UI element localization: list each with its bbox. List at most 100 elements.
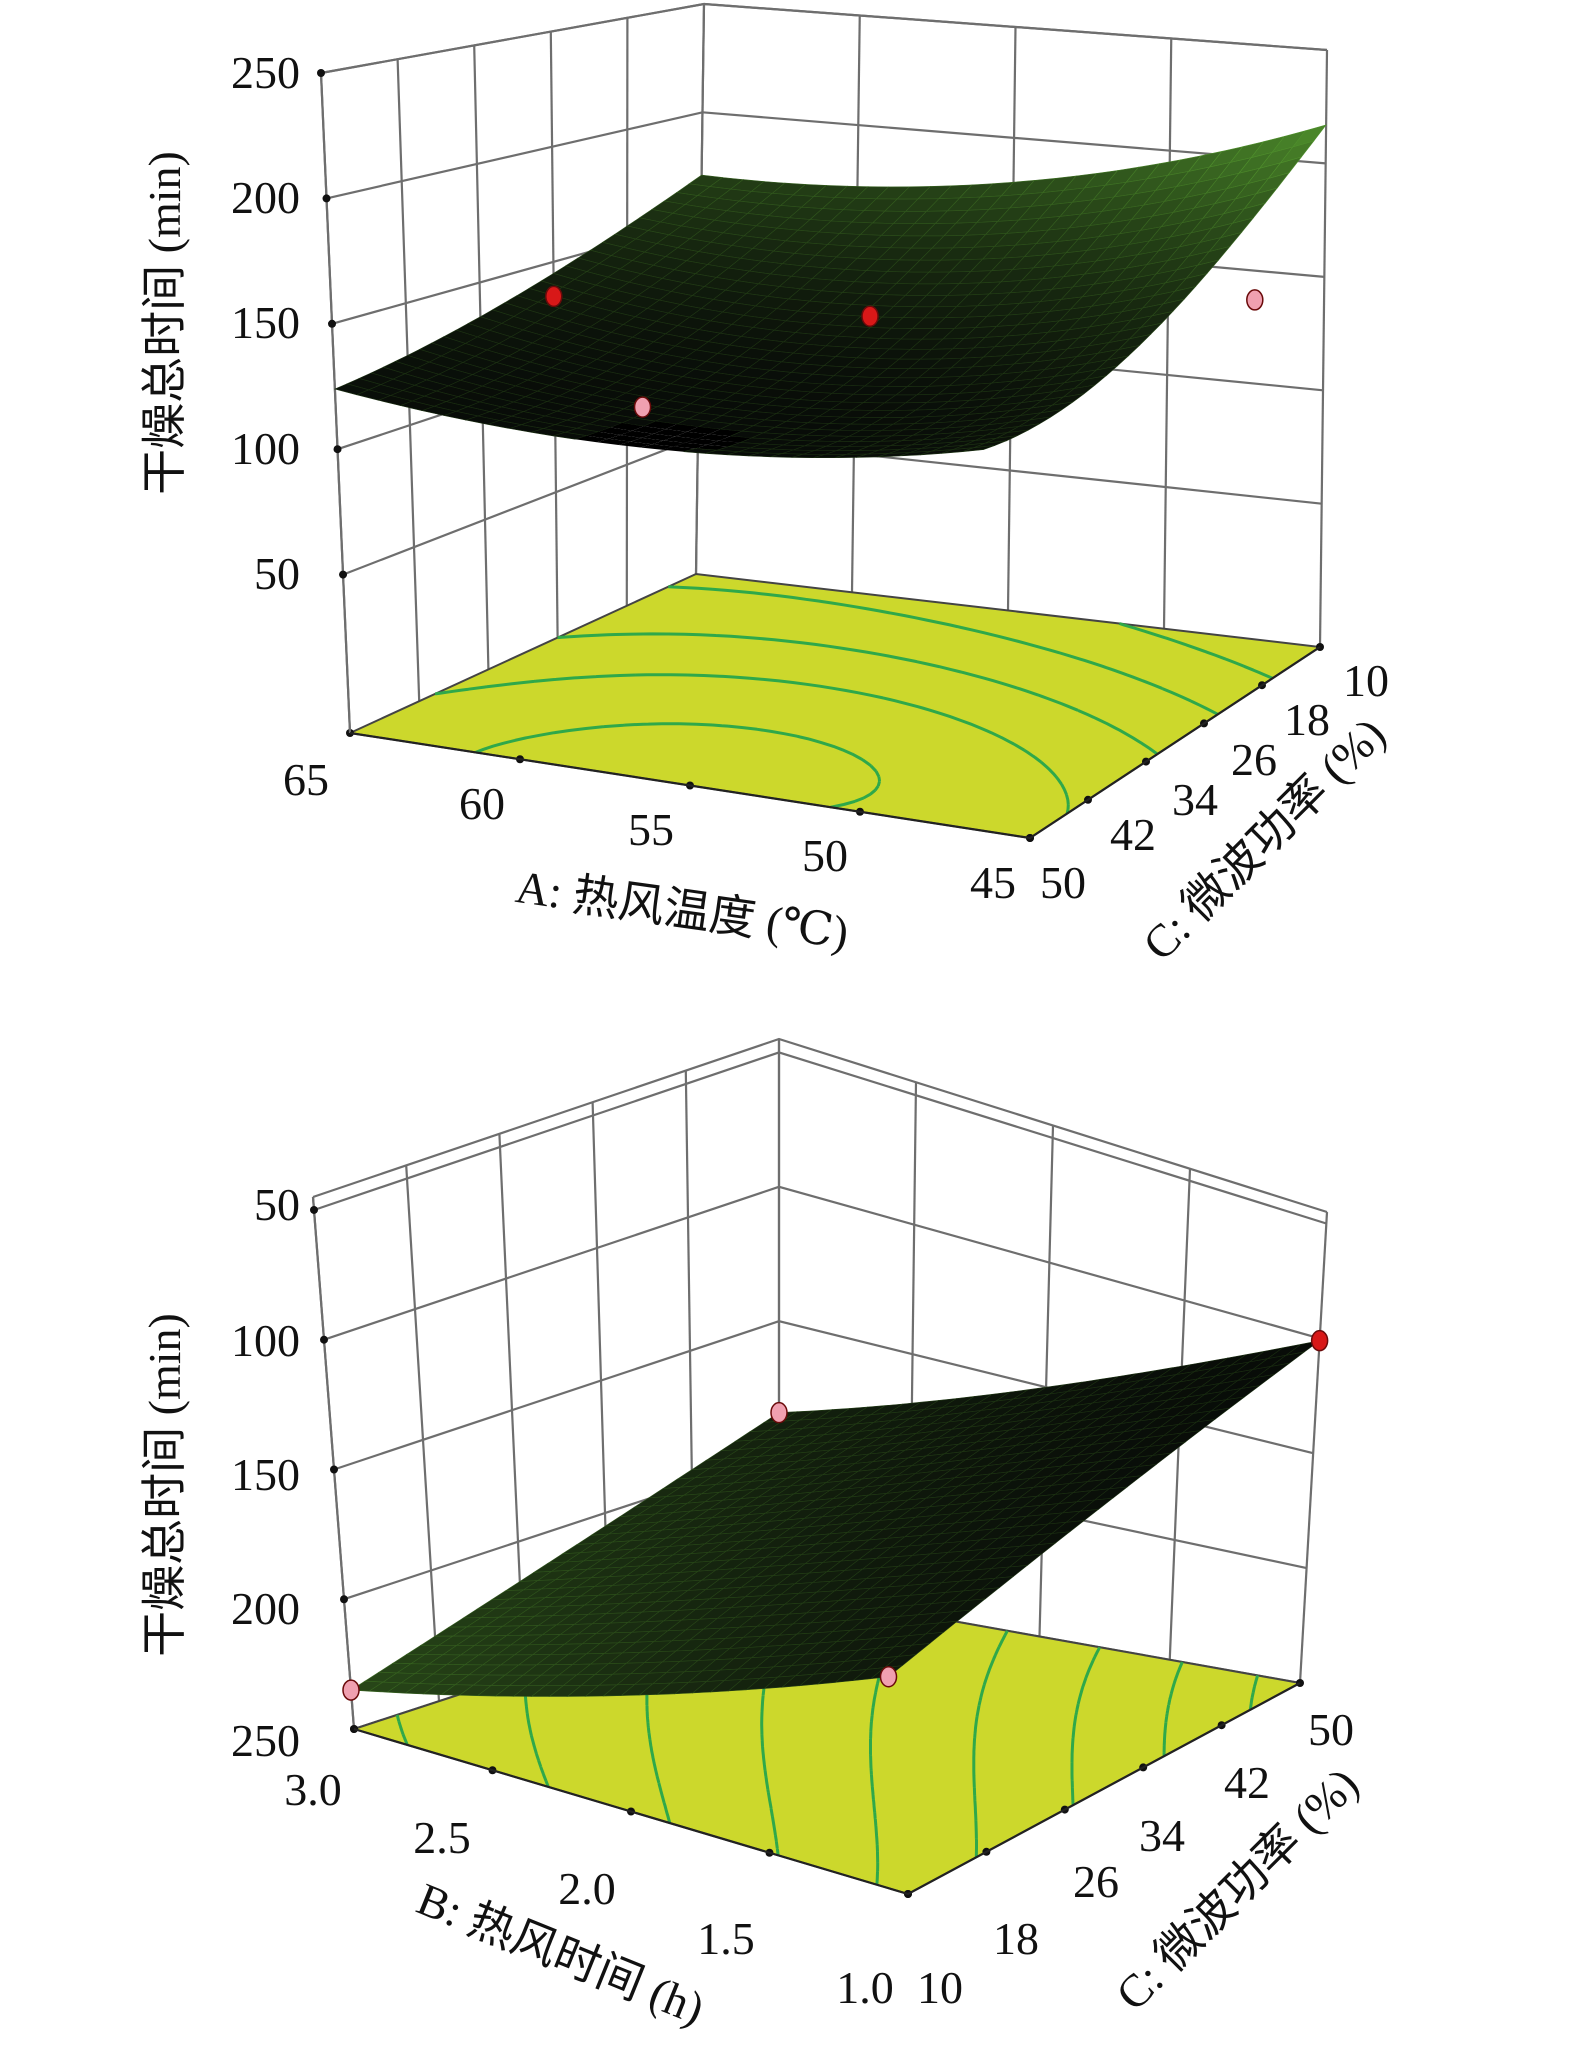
response-surface bbox=[350, 1340, 1320, 1697]
surface-cell bbox=[652, 440, 686, 447]
x-tick-label: 2.5 bbox=[413, 1812, 471, 1863]
surface-cell bbox=[610, 422, 644, 431]
contour-line bbox=[1118, 622, 1274, 680]
x-axis-title: A: 热风温度 (℃) bbox=[513, 861, 852, 958]
z-gridline bbox=[323, 1185, 1321, 1341]
response-surface bbox=[333, 124, 1327, 459]
z-tick-label: 50 bbox=[254, 1179, 300, 1230]
back-wall-gridline bbox=[1318, 49, 1329, 648]
contour-line bbox=[475, 722, 881, 809]
surface-cell bbox=[630, 437, 664, 445]
back-wall-gridline bbox=[1162, 38, 1173, 629]
contour-line bbox=[1162, 1661, 1184, 1757]
z-tick-mark bbox=[333, 445, 342, 454]
z-axis-line bbox=[311, 1196, 356, 1730]
y-tick-label: 34 bbox=[1139, 1810, 1185, 1861]
z-tick-mark bbox=[339, 570, 348, 579]
contour-line bbox=[557, 632, 1159, 756]
surface-cell bbox=[586, 431, 621, 439]
contour-line bbox=[434, 673, 1070, 814]
surface-cell bbox=[685, 438, 719, 445]
z-tick-mark bbox=[340, 1595, 348, 1604]
design-point bbox=[1310, 1329, 1329, 1352]
x-tick-label: 65 bbox=[283, 754, 329, 805]
z-tick-label: 100 bbox=[231, 423, 300, 474]
y-tick-label: 26 bbox=[1231, 734, 1277, 785]
box-top-edge bbox=[312, 1037, 1328, 1214]
z-tick-mark bbox=[320, 1335, 328, 1344]
back-wall-gridline bbox=[1298, 1211, 1329, 1684]
z-tick-mark bbox=[317, 69, 325, 77]
surface-cell bbox=[640, 444, 674, 450]
y-tick-label: 34 bbox=[1172, 774, 1218, 825]
x-tick-label: 1.0 bbox=[836, 1962, 894, 2013]
surface-cell bbox=[662, 446, 696, 452]
surface-cell bbox=[663, 436, 698, 443]
contour-line bbox=[395, 1714, 409, 1746]
surface-cell bbox=[575, 435, 609, 443]
contour-line bbox=[668, 585, 1219, 716]
surface-cell bbox=[618, 441, 652, 448]
z-tick-label: 200 bbox=[231, 172, 300, 223]
surface-cell bbox=[632, 426, 666, 434]
z-tick-label: 250 bbox=[231, 47, 300, 98]
surface-cell bbox=[687, 426, 721, 435]
z-axis-title: 干燥总时间 (min) bbox=[139, 1313, 190, 1657]
design-point bbox=[633, 396, 652, 418]
surface-cell bbox=[643, 421, 678, 430]
y-tick-label: 18 bbox=[993, 1913, 1039, 1964]
y-tick-label: 10 bbox=[917, 1962, 963, 2013]
y-tick-label: 50 bbox=[1308, 1704, 1354, 1755]
back-wall-gridline bbox=[1038, 1125, 1055, 1637]
x-tick-label: 50 bbox=[802, 830, 848, 881]
z-tick-label: 250 bbox=[231, 1715, 300, 1766]
y-tick-label: 50 bbox=[1040, 857, 1086, 908]
y-tick-label: 10 bbox=[1343, 655, 1389, 706]
z-tick-mark bbox=[310, 1205, 318, 1214]
surface-cell bbox=[675, 431, 709, 439]
x-tick-label: 45 bbox=[970, 857, 1016, 908]
floor-front-edges bbox=[353, 1682, 1301, 1896]
design-point bbox=[861, 305, 879, 327]
box-top-edge bbox=[320, 2, 1328, 75]
x-tick-label: 1.5 bbox=[697, 1913, 755, 1964]
surface-cell bbox=[665, 424, 699, 432]
z-tick-label: 150 bbox=[231, 1449, 300, 1500]
x-tick-label: 2.0 bbox=[558, 1863, 616, 1914]
design-point bbox=[770, 1401, 788, 1424]
z-axis-title: 干燥总时间 (min) bbox=[139, 151, 190, 495]
z-tick-label: 200 bbox=[231, 1583, 300, 1634]
surface-cell bbox=[620, 430, 654, 438]
floor-contours bbox=[434, 585, 1274, 814]
surface-cell bbox=[653, 429, 688, 437]
z-tick-label: 150 bbox=[231, 297, 300, 348]
x-tick-label: 60 bbox=[459, 778, 505, 829]
z-tick-mark bbox=[322, 194, 331, 203]
design-point bbox=[1246, 289, 1264, 311]
floor-front-edges bbox=[349, 646, 1321, 840]
surface-cell bbox=[608, 435, 643, 442]
z-tick-mark bbox=[328, 319, 337, 328]
surface-cell bbox=[598, 427, 633, 435]
surface-cell bbox=[962, 445, 996, 452]
surface-cell bbox=[596, 438, 631, 445]
surface-cell bbox=[697, 434, 731, 441]
surface-cell bbox=[673, 442, 708, 449]
design-point bbox=[879, 1665, 898, 1688]
contour-line bbox=[1070, 1646, 1102, 1806]
x-tick-label: 3.0 bbox=[284, 1764, 342, 1815]
z-tick-label: 100 bbox=[231, 1315, 300, 1366]
z-tick-mark bbox=[330, 1465, 338, 1474]
surface-cell bbox=[708, 429, 742, 437]
y-tick-label: 26 bbox=[1073, 1856, 1119, 1907]
contour-line bbox=[972, 1630, 1009, 1858]
left-wall-gridline bbox=[405, 1165, 441, 1702]
design-point bbox=[342, 1679, 360, 1701]
design-point bbox=[545, 285, 563, 308]
floor-contours bbox=[395, 1592, 1260, 1885]
z-axis-line bbox=[319, 72, 352, 734]
y-tick-label: 42 bbox=[1110, 809, 1156, 860]
